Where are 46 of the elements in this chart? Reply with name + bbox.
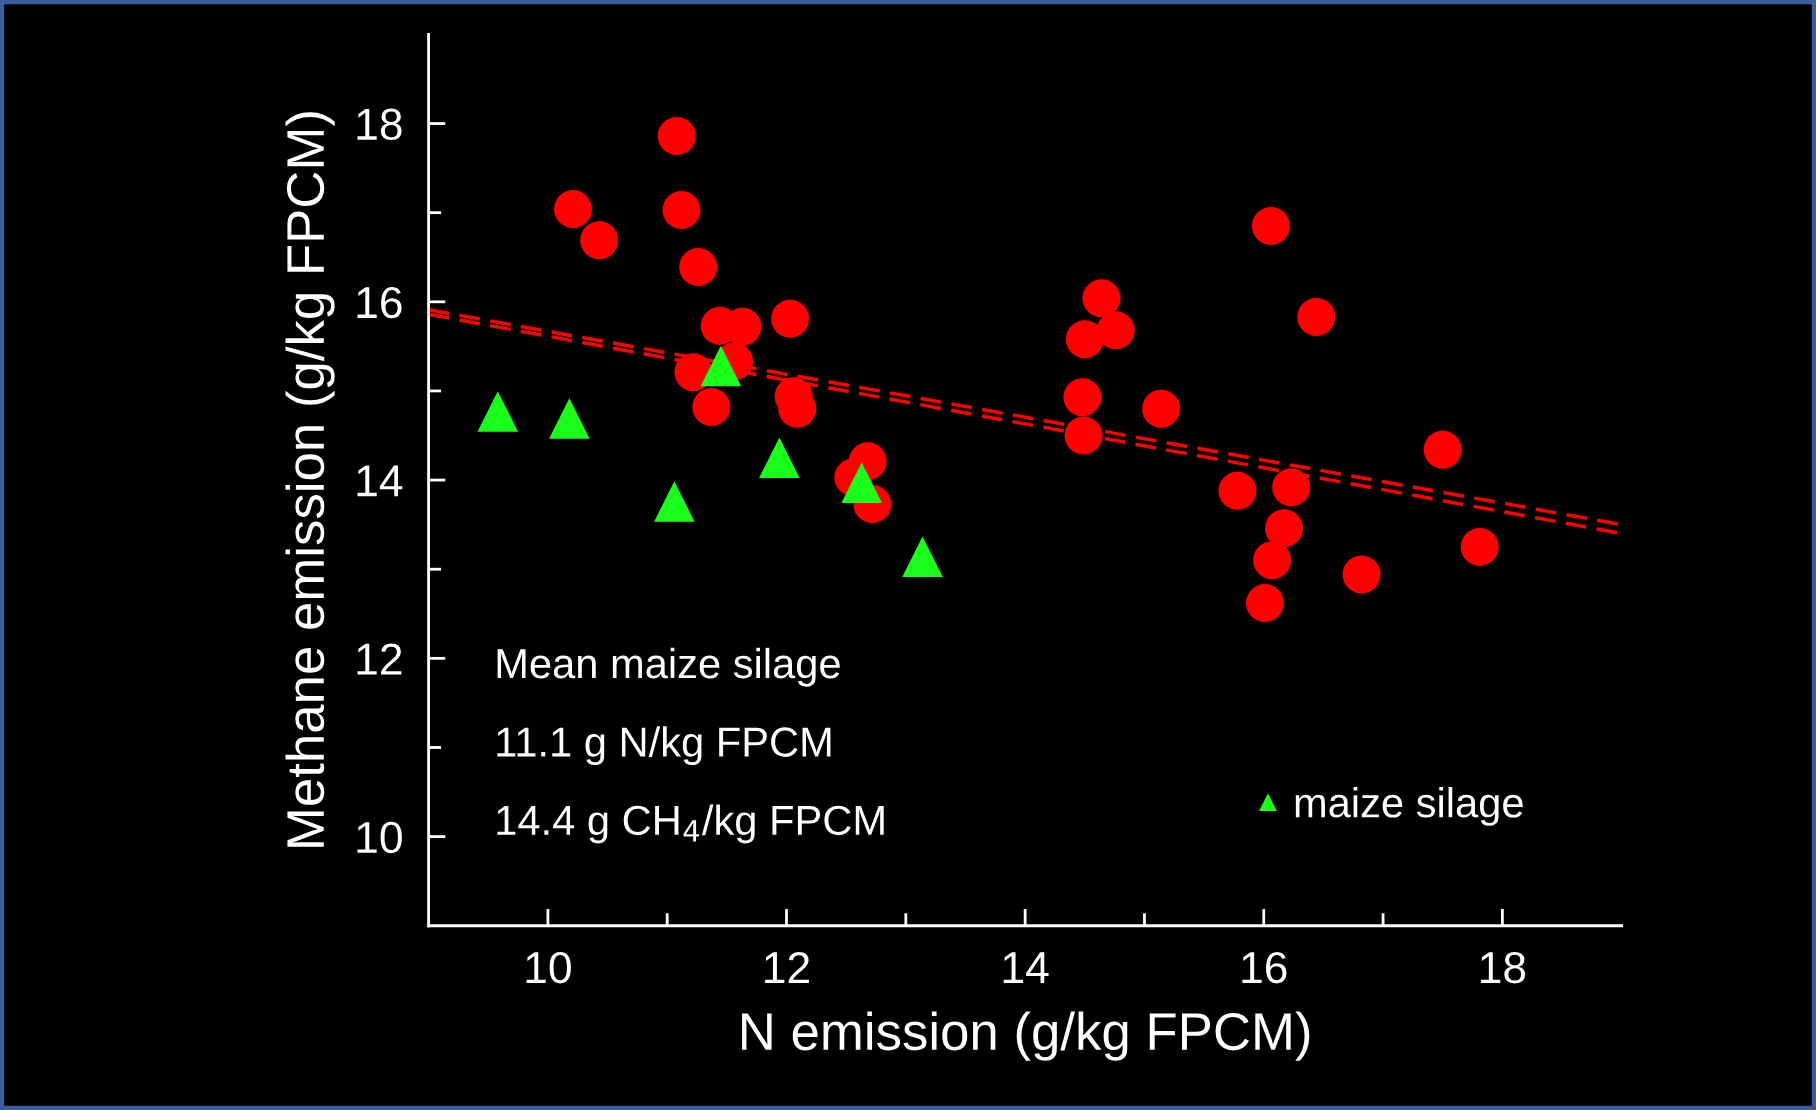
point xyxy=(657,117,696,156)
point xyxy=(841,462,882,504)
y-tick-label: 16 xyxy=(357,286,402,319)
point xyxy=(1272,468,1311,507)
point xyxy=(1064,416,1103,455)
point xyxy=(771,299,810,338)
x-tick-label: 16 xyxy=(1242,951,1287,984)
legend-label: maize silage xyxy=(1295,787,1523,826)
point xyxy=(1096,311,1135,350)
point xyxy=(1063,378,1102,417)
y-tick-label: 18 xyxy=(357,108,402,141)
point xyxy=(692,387,731,426)
point xyxy=(1253,541,1292,580)
annotation: 14.4 g CH$_{4}$/kg FPCM xyxy=(497,804,884,844)
point xyxy=(1142,389,1181,428)
x-axis-title: N emission (g/kg FPCM) xyxy=(742,1011,1310,1061)
point xyxy=(1082,279,1121,318)
point xyxy=(1251,207,1290,246)
x-tick-label: 10 xyxy=(526,951,571,984)
point xyxy=(1460,527,1499,566)
y-tick-label: 14 xyxy=(357,465,403,497)
x-tick-label: 12 xyxy=(765,951,809,983)
point xyxy=(1297,297,1336,336)
point xyxy=(662,190,701,230)
point xyxy=(1245,584,1284,623)
point xyxy=(1218,471,1257,510)
point xyxy=(679,248,718,287)
point xyxy=(477,391,519,432)
annotation: 11.1 g N/kg FPCM xyxy=(497,726,831,766)
point xyxy=(1423,430,1462,469)
point xyxy=(654,481,695,522)
point xyxy=(1265,509,1304,548)
y-tick-label: 10 xyxy=(357,821,402,854)
point xyxy=(759,437,800,479)
point xyxy=(1065,320,1104,359)
point xyxy=(1342,555,1381,594)
point xyxy=(549,398,590,439)
point xyxy=(553,190,592,229)
y-tick-label: 12 xyxy=(357,643,402,675)
x-tick-label: 18 xyxy=(1481,951,1526,984)
y-axis-title: Methane emission (g/kg FPCM) xyxy=(285,112,335,847)
annotation: Mean maize silage xyxy=(497,647,840,687)
x-tick-label: 14 xyxy=(1003,952,1049,983)
point xyxy=(902,536,943,578)
point xyxy=(700,345,742,387)
point xyxy=(580,221,619,260)
